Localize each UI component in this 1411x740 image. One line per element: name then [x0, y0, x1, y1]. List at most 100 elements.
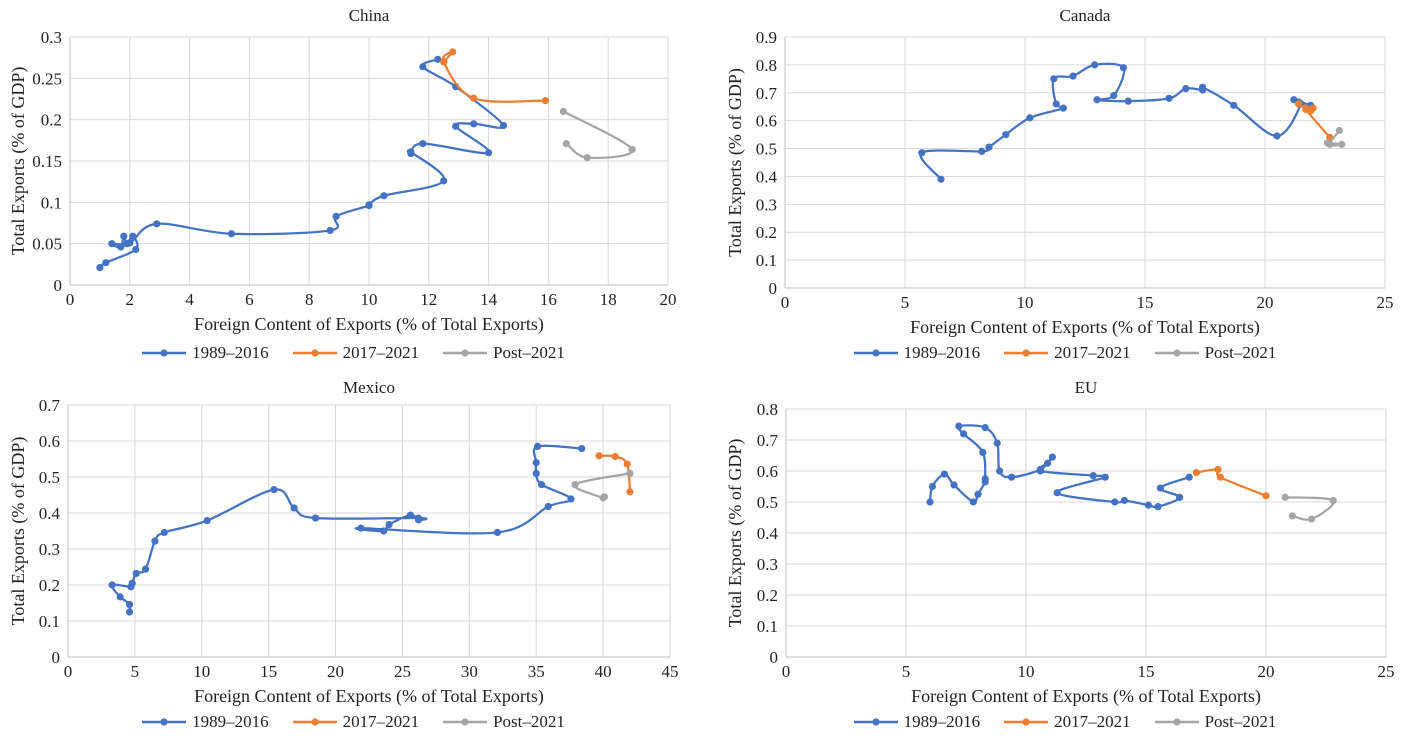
legend-swatch: [1154, 349, 1199, 357]
x-tick-label: 30: [461, 662, 478, 681]
data-point: [128, 579, 136, 587]
data-point: [1091, 61, 1099, 69]
data-point: [326, 226, 334, 235]
legend-swatch: [853, 349, 898, 357]
data-point: [385, 520, 393, 529]
legend-marker: [1172, 718, 1181, 726]
y-tick-label: 0.2: [756, 223, 777, 242]
legend-label: Post–2021: [493, 712, 565, 731]
data-point: [955, 422, 963, 430]
x-tick-label: 6: [245, 290, 254, 309]
series-line: [442, 50, 547, 103]
data-point: [537, 480, 546, 489]
series-post-2021: [559, 107, 636, 162]
data-point: [485, 149, 493, 157]
data-point: [1214, 465, 1222, 474]
data-point: [160, 528, 168, 537]
data-point: [125, 600, 134, 609]
x-tick-label: 5: [901, 293, 910, 312]
legend-swatch: [142, 349, 187, 357]
data-point: [102, 259, 110, 267]
x-tick-label: 18: [600, 290, 617, 309]
legend-item-2017-2021: 2017–2021: [1002, 712, 1131, 732]
data-point: [937, 175, 945, 183]
x-tick-label: 0: [64, 662, 73, 681]
series-2017-2021: [440, 48, 550, 105]
series-1989-2016: [918, 61, 1315, 183]
chart-legend: 1989–2016 2017–2021 Post–2021: [0, 712, 705, 732]
data-point: [311, 514, 320, 522]
series-post-2021: [1281, 493, 1337, 523]
data-point: [203, 516, 211, 525]
data-point: [993, 439, 1001, 447]
x-tick-label: 10: [1018, 662, 1035, 681]
data-point: [290, 504, 298, 512]
legend-label: 1989–2016: [192, 712, 269, 731]
y-tick-label: 0.4: [39, 504, 61, 523]
series-line: [1195, 468, 1268, 497]
data-point: [600, 493, 609, 501]
data-point: [928, 482, 936, 491]
data-point: [141, 565, 150, 573]
y-tick-label: 0.1: [756, 251, 777, 270]
data-point: [611, 452, 619, 461]
legend-marker: [461, 718, 469, 726]
series-2017-2021: [595, 452, 634, 496]
data-point: [434, 55, 442, 63]
legend-marker: [310, 349, 319, 357]
data-point: [1230, 101, 1238, 109]
series-post-2021: [571, 469, 634, 502]
series-2017-2021: [1192, 465, 1270, 500]
series-line: [597, 454, 631, 493]
series-line: [562, 110, 634, 160]
chart-legend: 1989–2016 2017–2021 Post–2021: [0, 343, 705, 363]
data-point: [1192, 468, 1200, 477]
y-tick-label: 0.8: [756, 56, 777, 75]
y-tick-label: 0.8: [757, 400, 778, 419]
legend-item-2017-2021: 2017–2021: [291, 343, 419, 363]
data-point: [452, 122, 460, 130]
data-point: [120, 232, 128, 240]
data-point: [125, 608, 134, 616]
y-axis-label: Total Exports (% of GDP): [725, 68, 746, 257]
data-point: [407, 149, 415, 158]
y-tick-label: 0.4: [757, 524, 779, 543]
data-point: [117, 243, 125, 251]
x-tick-label: 8: [305, 290, 314, 309]
legend-swatch: [142, 718, 187, 726]
data-point: [116, 593, 124, 601]
y-tick-label: 0.05: [32, 235, 62, 254]
data-point: [918, 149, 926, 157]
chart-title: Canada: [1060, 6, 1111, 25]
x-tick-label: 45: [662, 662, 679, 681]
series-2017-2021: [1295, 100, 1334, 141]
data-point: [628, 145, 636, 154]
data-point: [332, 212, 340, 220]
data-point: [1119, 64, 1127, 72]
data-point: [978, 147, 986, 155]
legend-label: Post–2021: [1204, 343, 1277, 362]
data-point: [960, 430, 968, 438]
data-point: [981, 424, 989, 432]
x-axis-label: Foreign Content of Exports (% of Total E…: [194, 314, 544, 335]
legend-item-post-2021: Post–2021: [441, 712, 565, 732]
y-tick-label: 0.1: [757, 617, 778, 636]
x-tick-label: 10: [193, 662, 210, 681]
data-point: [129, 232, 137, 240]
y-axis-label: Total Exports (% of GDP): [8, 67, 29, 256]
legend-marker: [871, 349, 880, 357]
data-point: [1144, 501, 1152, 509]
y-tick-label: 0: [770, 648, 779, 667]
y-tick-label: 0: [54, 276, 63, 295]
x-tick-label: 20: [1258, 662, 1275, 681]
x-axis-label: Foreign Content of Exports (% of Total E…: [194, 686, 544, 707]
data-point: [1008, 473, 1016, 481]
data-point: [1052, 100, 1060, 108]
legend-item-2017-2021: 2017–2021: [1002, 343, 1131, 363]
data-point: [532, 459, 540, 467]
data-point: [1295, 100, 1303, 108]
data-point: [108, 581, 116, 589]
data-point: [623, 460, 631, 468]
chart-panel-eu: EU 0 0.1 0.2 0.3 0.4 0.5 0.6 0.7 0.8 0 5 10 15 20 25 For…: [717, 372, 1411, 740]
data-point: [595, 452, 603, 460]
